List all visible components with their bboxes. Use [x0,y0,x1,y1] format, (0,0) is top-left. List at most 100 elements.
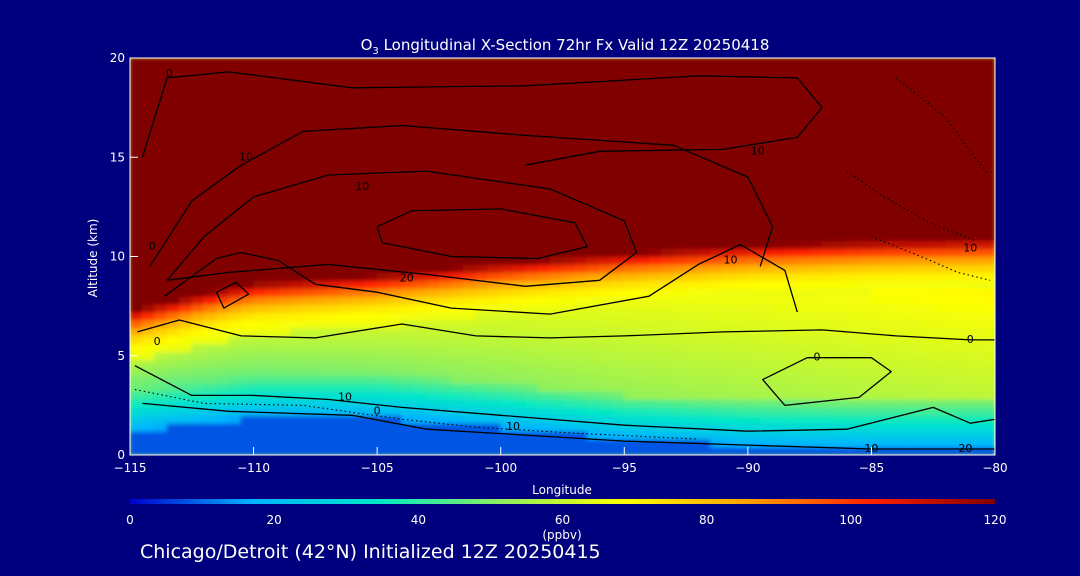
ozone-field-cell [351,81,366,91]
ozone-field-cell [364,144,378,154]
ozone-field-cell [920,430,934,440]
ozone-field-cell [277,311,292,321]
ozone-field-cell [870,192,885,202]
ozone-field-cell [524,240,539,250]
ozone-field-cell [549,406,563,416]
ozone-field-cell [969,383,984,392]
ozone-field-cell [809,430,823,440]
ozone-field-cell [524,121,539,130]
ozone-field-cell [969,390,984,400]
ozone-field-cell [549,438,563,448]
ozone-field-cell [982,414,995,424]
ozone-field-cell [673,168,687,178]
ozone-field-cell [327,422,341,432]
ozone-field-cell [141,105,156,115]
ozone-field-cell [747,152,761,162]
ozone-field-cell [735,200,749,210]
ozone-field-cell [599,295,613,305]
ozone-field-cell [265,200,279,210]
ozone-field-cell [945,279,959,289]
ozone-field-cell [648,144,662,154]
ozone-field-cell [969,81,984,91]
ozone-field-cell [846,343,860,353]
ozone-field-cell [809,113,823,123]
ozone-field-cell [228,216,242,226]
ozone-field-cell [784,390,798,400]
ozone-field-cell [438,375,452,385]
ozone-field-cell [154,176,168,186]
ozone-field-cell [178,351,193,361]
ozone-field-cell [784,446,798,455]
ozone-field-cell [500,271,514,281]
ozone-field-cell [512,89,526,99]
ozone-field-cell [413,295,428,305]
ozone-field-cell [895,65,909,75]
ozone-field-cell [339,263,353,273]
ozone-field-cell [982,58,995,67]
ozone-field-cell [339,367,353,377]
ozone-field-cell [389,375,403,385]
ozone-field-cell [722,97,736,107]
ozone-field-cell [216,248,230,257]
ozone-field-cell [722,192,736,202]
ozone-field-cell [364,319,378,329]
ozone-field-cell [957,287,971,297]
ozone-field-cell [327,430,341,440]
ozone-field-cell [327,383,341,392]
ozone-field-cell [648,176,662,186]
ozone-field-cell [833,216,848,226]
ozone-field-cell [130,279,143,289]
ozone-field-cell [327,65,341,75]
ozone-field-cell [154,58,168,67]
ozone-field-cell [895,216,909,226]
ozone-field-cell [327,113,341,123]
ozone-field-cell [487,271,502,281]
ozone-field-cell [450,414,465,424]
ozone-field-cell [475,406,489,416]
ozone-field-cell [722,152,736,162]
ozone-field-cell [438,311,452,321]
ozone-field-cell [265,136,279,146]
ozone-field-cell [586,367,601,377]
ozone-field-cell [796,295,811,305]
ozone-field-cell [833,97,848,107]
ozone-field-cell [599,263,613,273]
ozone-field-cell [908,248,922,257]
ozone-field-cell [141,200,156,210]
ozone-field-cell [784,375,798,385]
ozone-field-cell [685,232,699,242]
ozone-field-cell [945,422,959,432]
ozone-field-cell [463,208,477,218]
ozone-field-cell [376,105,390,115]
ozone-field-cell [710,97,724,107]
ozone-field-cell [957,121,971,130]
ozone-field-cell [339,232,353,242]
ozone-field-cell [710,279,724,289]
ozone-field-cell [759,97,774,107]
ozone-field-cell [401,224,415,234]
ozone-field-cell [932,144,947,154]
ozone-field-cell [537,168,551,178]
ozone-field-cell [537,446,551,455]
ozone-field-cell [216,335,230,345]
ozone-field-cell [611,121,625,130]
ozone-field-cell [253,160,267,170]
ozone-field-cell [302,200,316,210]
ozone-field-cell [586,351,601,361]
ozone-field-cell [191,303,205,313]
ozone-field-cell [648,256,662,265]
ozone-field-cell [772,232,786,242]
ozone-field-cell [463,121,477,130]
ozone-field-cell [253,311,267,321]
ozone-field-cell [858,65,872,75]
ozone-field-cell [154,263,168,273]
ozone-field-cell [203,176,217,186]
ozone-field-cell [772,144,786,154]
ozone-field-cell [203,367,217,377]
ozone-field-cell [475,240,489,250]
ozone-field-cell [512,406,526,416]
ozone-field-cell [178,430,193,440]
ozone-field-cell [438,58,452,67]
ozone-field-cell [339,351,353,361]
ozone-field-cell [364,200,378,210]
